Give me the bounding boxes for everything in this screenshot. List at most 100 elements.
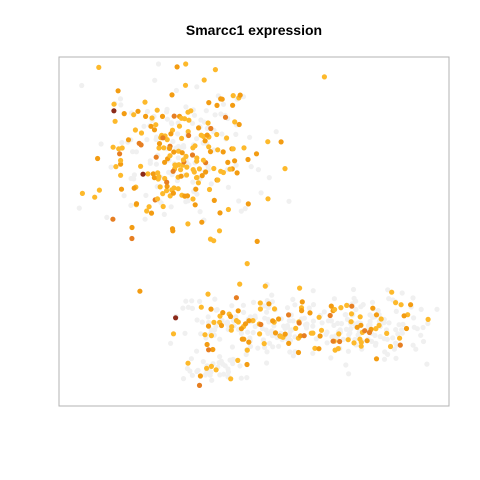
cell-point-unexpressed: [328, 355, 334, 361]
cell-point-unexpressed: [369, 338, 375, 344]
cell-point-expressed: [146, 204, 152, 210]
cell-point-unexpressed: [384, 336, 390, 342]
cell-point-expressed: [176, 162, 182, 168]
cell-point-expressed: [227, 166, 233, 172]
cell-point-expressed: [310, 330, 316, 336]
cell-point-unexpressed: [153, 161, 159, 167]
cell-point-expressed: [196, 166, 202, 172]
cell-point-unexpressed: [310, 350, 316, 356]
cell-point-unexpressed: [183, 199, 189, 205]
cell-point-expressed: [156, 145, 162, 151]
cell-point-expressed: [170, 228, 176, 234]
cell-point-expressed: [257, 331, 263, 337]
cell-point-unexpressed: [350, 286, 357, 293]
cell-point-expressed: [211, 197, 217, 203]
cell-point-expressed: [349, 303, 355, 309]
cell-point-expressed: [261, 341, 267, 347]
cell-point-expressed: [408, 302, 414, 308]
cell-point-unexpressed: [197, 209, 203, 215]
cell-point-expressed: [144, 208, 150, 214]
cell-point-unexpressed: [230, 360, 236, 367]
cell-point-expressed: [190, 167, 196, 173]
cell-point-expressed: [170, 168, 176, 174]
cell-point-expressed: [253, 151, 260, 157]
cell-point-unexpressed: [261, 303, 267, 309]
cell-point-expressed: [265, 139, 271, 145]
cell-point-unexpressed: [393, 308, 399, 314]
cell-point-unexpressed: [194, 317, 200, 323]
cell-point-expressed: [230, 146, 236, 152]
cell-point-expressed: [202, 332, 208, 338]
cell-point-expressed: [222, 114, 229, 120]
cell-point-unexpressed: [290, 318, 296, 324]
cell-point-unexpressed: [390, 335, 396, 341]
cell-point-expressed: [338, 305, 344, 311]
cell-point-unexpressed: [79, 82, 85, 89]
cell-point-expressed: [224, 135, 230, 141]
cell-point-expressed: [232, 158, 238, 164]
cell-point-expressed: [244, 261, 250, 267]
cell-point-expressed: [110, 216, 116, 222]
cell-point-expressed: [397, 335, 403, 341]
cell-point-expressed: [173, 315, 179, 321]
cell-point-unexpressed: [218, 111, 224, 117]
cell-point-expressed: [112, 118, 118, 124]
cell-point-unexpressed: [199, 319, 205, 325]
cell-point-expressed: [96, 187, 102, 193]
cell-point-expressed: [160, 191, 166, 197]
cell-point-expressed: [276, 316, 282, 322]
cell-point-expressed: [169, 92, 175, 98]
cell-point-unexpressed: [252, 323, 258, 330]
cell-point-unexpressed: [418, 306, 424, 312]
cell-point-expressed: [214, 102, 220, 108]
cell-point-unexpressed: [276, 343, 282, 349]
cell-point-expressed: [184, 164, 190, 170]
cell-point-expressed: [117, 151, 123, 157]
cell-point-expressed: [299, 308, 305, 314]
cell-point-expressed: [236, 121, 242, 128]
cell-point-unexpressed: [331, 322, 337, 328]
cell-point-expressed: [212, 67, 218, 73]
cell-point-expressed: [182, 193, 188, 199]
cell-point-expressed: [111, 101, 117, 107]
cell-point-unexpressed: [189, 298, 195, 304]
cell-point-unexpressed: [331, 296, 337, 302]
cell-point-unexpressed: [386, 296, 392, 302]
cell-point-unexpressed: [144, 108, 151, 115]
cell-point-expressed: [171, 113, 177, 119]
cell-point-unexpressed: [243, 351, 249, 358]
cell-point-expressed: [118, 186, 125, 192]
cell-point-expressed: [194, 158, 200, 164]
cell-point-expressed: [190, 145, 196, 151]
cell-point-unexpressed: [306, 305, 312, 311]
cell-point-unexpressed: [258, 190, 264, 196]
cell-point-unexpressed: [247, 314, 253, 320]
cell-point-expressed: [215, 147, 221, 153]
cell-point-expressed: [233, 295, 239, 301]
cell-point-unexpressed: [393, 355, 399, 361]
cell-point-unexpressed: [200, 359, 206, 365]
cell-point-expressed: [206, 186, 213, 193]
cell-point-unexpressed: [266, 175, 272, 181]
cell-point-expressed: [257, 300, 263, 306]
cell-point-unexpressed: [121, 193, 127, 199]
cell-point-unexpressed: [414, 326, 420, 332]
cell-point-unexpressed: [284, 323, 290, 329]
cell-point-expressed: [364, 338, 370, 344]
cell-point-expressed: [119, 145, 125, 151]
cell-point-expressed: [220, 310, 226, 316]
cell-point-expressed: [225, 159, 231, 165]
cell-point-unexpressed: [233, 162, 239, 168]
cell-point-unexpressed: [233, 314, 239, 320]
cell-point-unexpressed: [265, 330, 271, 336]
cell-point-unexpressed: [222, 363, 228, 369]
cell-point-expressed: [204, 365, 210, 371]
cell-point-expressed: [125, 137, 132, 143]
cell-point-expressed: [286, 312, 292, 318]
cell-point-unexpressed: [175, 131, 181, 137]
cell-point-unexpressed: [184, 365, 190, 372]
cell-point-unexpressed: [214, 307, 220, 313]
cell-point-expressed: [170, 331, 177, 337]
cell-point-expressed: [235, 357, 241, 363]
